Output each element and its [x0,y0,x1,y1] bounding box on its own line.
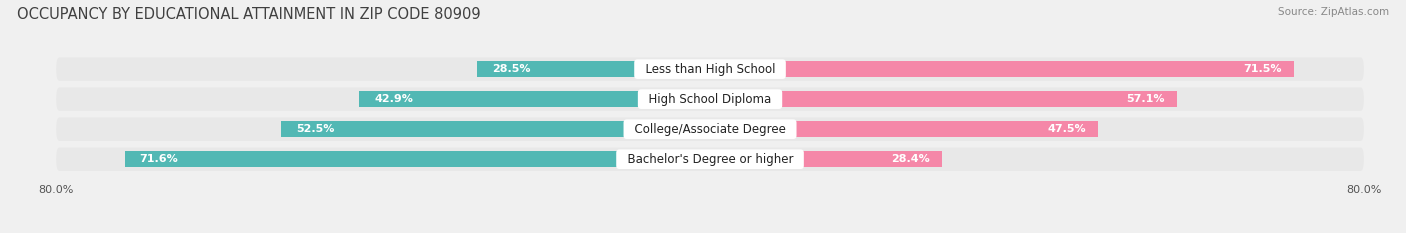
Text: 28.5%: 28.5% [492,64,530,74]
Text: 52.5%: 52.5% [295,124,335,134]
FancyBboxPatch shape [56,57,1364,81]
FancyBboxPatch shape [56,147,1364,171]
Text: OCCUPANCY BY EDUCATIONAL ATTAINMENT IN ZIP CODE 80909: OCCUPANCY BY EDUCATIONAL ATTAINMENT IN Z… [17,7,481,22]
Bar [710,151,942,168]
Text: Bachelor's Degree or higher: Bachelor's Degree or higher [620,153,800,166]
Text: 71.6%: 71.6% [139,154,179,164]
Bar [281,121,710,137]
Bar [710,61,1295,77]
Text: Source: ZipAtlas.com: Source: ZipAtlas.com [1278,7,1389,17]
Text: Less than High School: Less than High School [637,63,783,76]
Text: College/Associate Degree: College/Associate Degree [627,123,793,136]
Text: 28.4%: 28.4% [891,154,929,164]
FancyBboxPatch shape [56,87,1364,111]
Bar [710,91,1177,107]
Text: 47.5%: 47.5% [1047,124,1085,134]
Bar [125,151,710,168]
Text: 42.9%: 42.9% [374,94,413,104]
FancyBboxPatch shape [56,117,1364,141]
Bar [477,61,710,77]
Text: 71.5%: 71.5% [1243,64,1282,74]
Text: 57.1%: 57.1% [1126,94,1164,104]
Text: High School Diploma: High School Diploma [641,93,779,106]
Bar [710,121,1098,137]
Bar [360,91,710,107]
